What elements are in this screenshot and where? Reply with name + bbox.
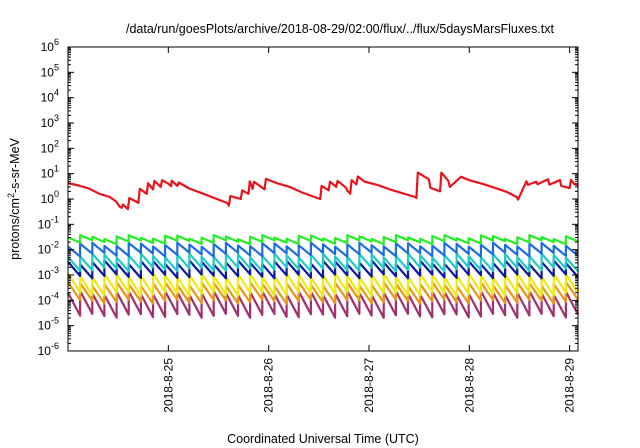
y-tick-label: 105 <box>41 62 59 79</box>
flux-series-line <box>67 234 579 246</box>
chart-title: /data/run/goesPlots/archive/2018-08-29/0… <box>126 22 555 36</box>
y-tick-label: 10-6 <box>38 341 59 358</box>
y-tick-label: 100 <box>41 189 59 206</box>
y-tick-label: 104 <box>41 88 59 105</box>
y-tick-label: 102 <box>41 138 59 155</box>
y-tick-label: 10-4 <box>38 290 59 307</box>
y-tick-label: 10-5 <box>38 316 59 333</box>
y-axis-label-base: protons/cm <box>8 198 22 260</box>
y-axis-label: protons/cm2-s-sr-MeV <box>6 137 22 259</box>
x-tick-label: 2018-8-29 <box>563 358 577 413</box>
y-tick-label: 10-1 <box>38 214 59 231</box>
y-axis-label-sup: 2 <box>6 193 16 198</box>
flux-series-line <box>67 272 579 298</box>
x-axis-label: Coordinated Universal Time (UTC) <box>227 432 419 446</box>
flux-series-line <box>67 241 579 258</box>
series-layer <box>67 171 579 319</box>
y-axis-label-rest: -s-sr-MeV <box>8 137 22 193</box>
y-tick-label: 103 <box>41 113 59 130</box>
x-tick-label: 2018-8-25 <box>161 358 175 413</box>
x-tick-label: 2018-8-28 <box>462 358 476 413</box>
flux-series-line <box>67 252 579 273</box>
x-tick-label: 2018-8-26 <box>262 358 276 413</box>
y-tick-label: 101 <box>41 164 59 181</box>
y-axis: 10-6 10-5 10-4 10-3 10-2 10-1 100 101 102 103 104 1… <box>38 37 578 358</box>
y-tick-label: 10-3 <box>38 265 59 282</box>
x-tick-label: 2018-8-27 <box>362 358 376 413</box>
y-tick-label: 106 <box>41 37 59 54</box>
y-tick-label: 10-2 <box>38 240 59 257</box>
flux-series-line-red <box>67 171 579 211</box>
x-axis: 2018-8-25 2018-8-26 2018-8-27 2018-8-28 2018… <box>161 47 577 413</box>
